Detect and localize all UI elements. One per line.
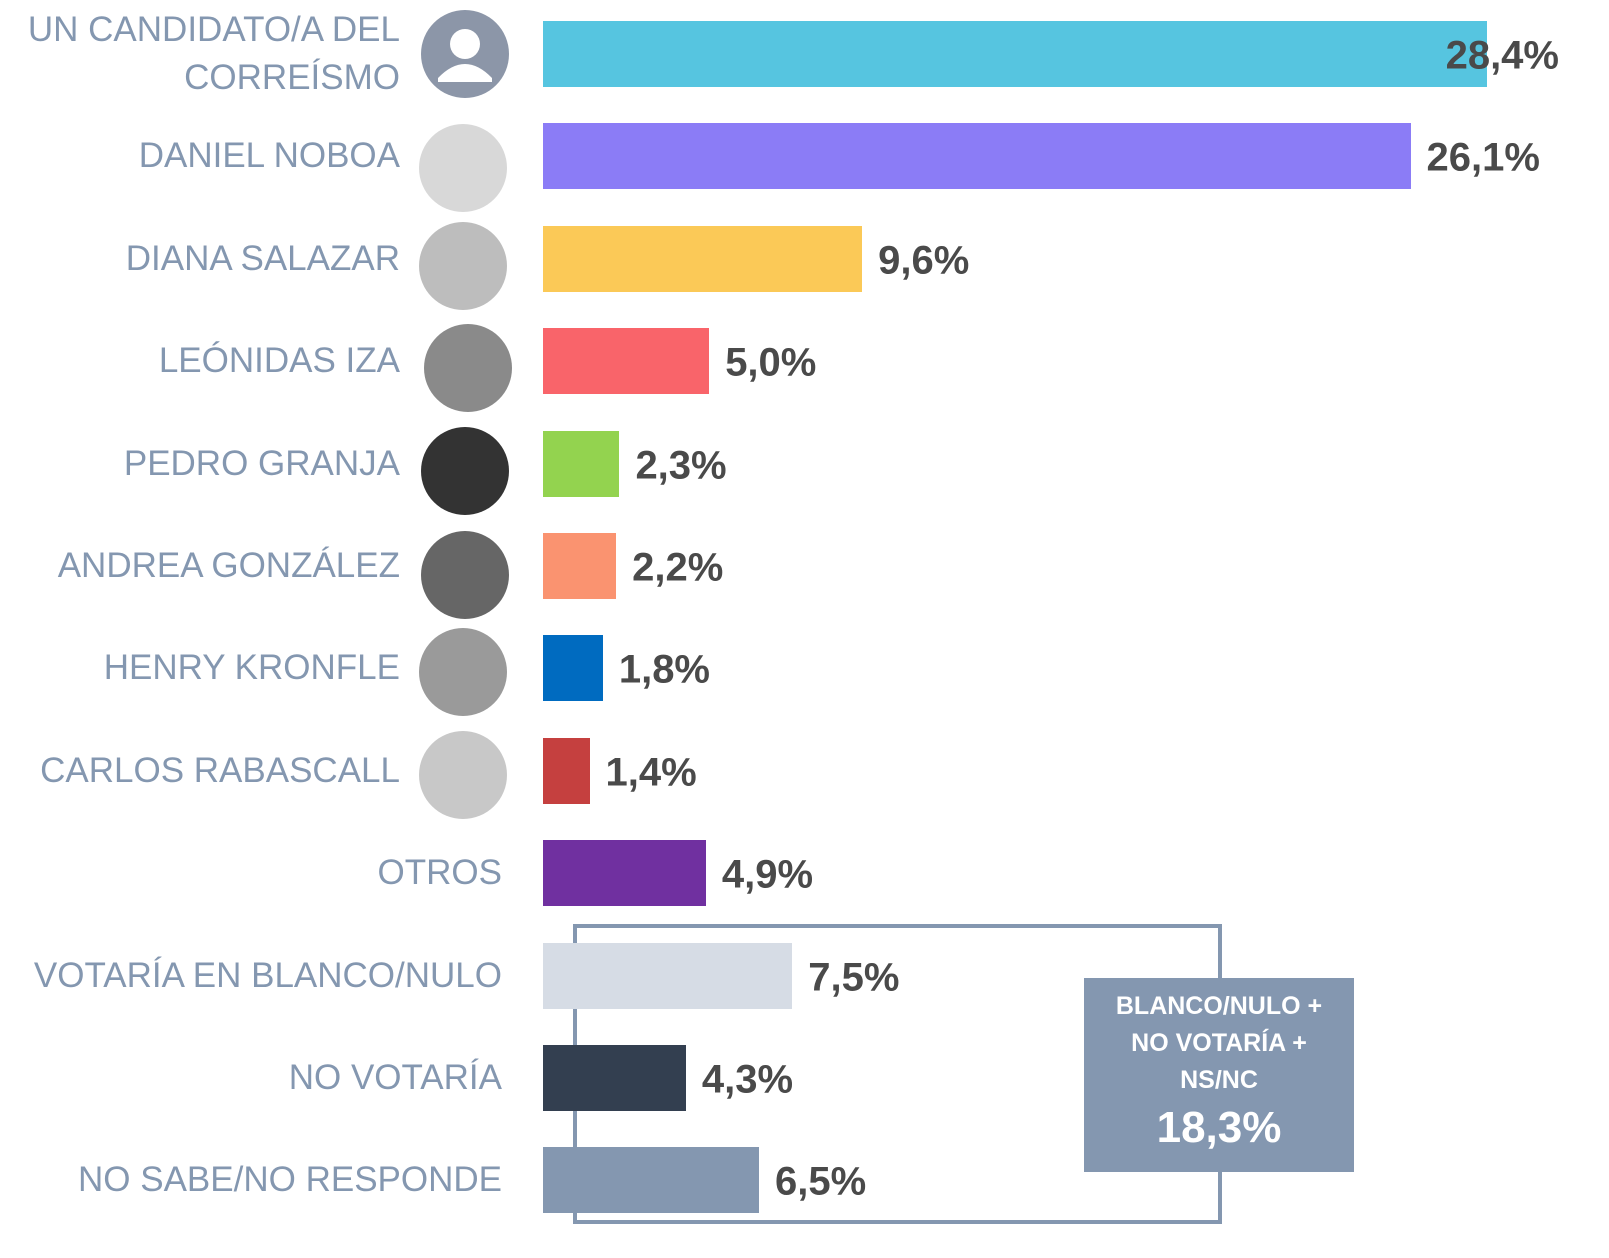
photos	[419, 10, 512, 819]
category-label: OTROS	[377, 853, 502, 893]
photo	[421, 531, 509, 619]
photo	[419, 222, 507, 310]
category-label: VOTARÍA EN BLANCO/NULO	[33, 955, 502, 995]
bar	[543, 737, 590, 804]
value-label: 7,5%	[808, 955, 900, 1000]
photo	[424, 324, 512, 412]
value-label: 28,4%	[1445, 33, 1559, 78]
value-label: 26,1%	[1426, 135, 1540, 180]
value-label: 2,2%	[632, 545, 724, 590]
photo	[419, 124, 507, 212]
category-label: UN CANDIDATO/A DEL CORREÍSMO	[27, 10, 400, 97]
bar	[543, 635, 603, 702]
category-label: DIANA SALAZAR	[125, 238, 400, 278]
value-label: 1,8%	[618, 647, 710, 692]
category-label: DANIEL NOBOA	[138, 136, 400, 176]
category-label: PEDRO GRANJA	[123, 443, 400, 483]
photo	[421, 427, 509, 515]
category-label: NO SABE/NO RESPONDE	[78, 1160, 502, 1200]
avatar-body	[438, 64, 492, 82]
avatar-head	[450, 29, 480, 59]
category-label: HENRY KRONFLE	[103, 648, 400, 688]
value-label: 4,3%	[701, 1057, 794, 1102]
value-label: 2,3%	[635, 443, 727, 488]
summary-box: BLANCO/NULO + NO VOTARÍA + NS/NC 18,3%	[1084, 978, 1354, 1172]
summary-value: 18,3%	[1156, 1103, 1282, 1152]
bar	[543, 123, 1411, 190]
photo	[419, 731, 507, 819]
value-label: 6,5%	[775, 1159, 867, 1204]
category-label: ANDREA GONZÁLEZ	[57, 546, 400, 585]
bar	[543, 430, 620, 497]
bar	[543, 21, 1487, 87]
bar	[543, 1147, 760, 1214]
bar	[543, 942, 793, 1009]
category-label: NO VOTARÍA	[288, 1058, 502, 1097]
value-label: 1,4%	[605, 750, 697, 795]
photo	[419, 628, 507, 716]
value-label: 9,6%	[878, 238, 970, 283]
bar	[543, 533, 617, 599]
bar	[543, 840, 706, 907]
value-label: 4,9%	[721, 852, 814, 897]
bar	[543, 328, 710, 395]
bar	[543, 1045, 686, 1111]
bar	[543, 225, 863, 292]
category-label: CARLOS RABASCALL	[40, 750, 400, 790]
summary-text: BLANCO/NULO + NO VOTARÍA + NS/NC	[1115, 992, 1323, 1094]
category-label: LEÓNIDAS IZA	[158, 341, 400, 381]
value-label: 5,0%	[725, 340, 817, 385]
